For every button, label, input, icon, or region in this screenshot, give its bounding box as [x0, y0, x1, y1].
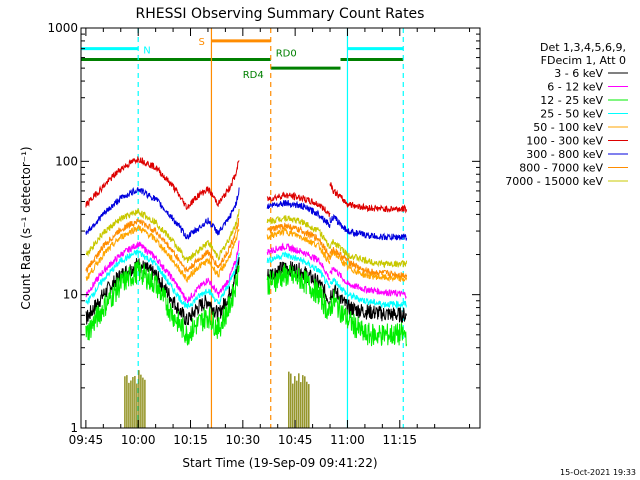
attenuator-bar — [304, 376, 306, 428]
series-1 — [85, 240, 407, 304]
legend-label: 100 - 300 keV — [526, 135, 603, 148]
data-series — [85, 156, 408, 347]
series-2 — [85, 259, 408, 347]
x-axis: 09:45 10:00 10:15 10:30 10:45 11:00 11:15 — [69, 28, 471, 447]
x-tick-label: 11:15 — [382, 433, 417, 447]
flag-label-n: N — [143, 46, 150, 57]
series-line — [329, 277, 408, 310]
series-8 — [85, 207, 408, 269]
attenuator-bar — [294, 376, 296, 428]
vertical-markers — [137, 28, 404, 428]
series-line — [329, 266, 407, 300]
series-line — [329, 284, 408, 323]
flag-label-rd0: RD0 — [276, 49, 297, 60]
legend-label: 300 - 800 keV — [526, 148, 603, 161]
attenuator-bar — [292, 383, 294, 428]
legend-label: 800 - 7000 keV — [519, 162, 603, 175]
series-line — [85, 240, 240, 304]
x-tick-label: 10:30 — [226, 433, 261, 447]
series-line — [266, 199, 331, 229]
y-tick-label: 1000 — [47, 21, 78, 35]
attenuator-bar — [124, 376, 126, 428]
x-tick-label: 10:15 — [173, 433, 208, 447]
y-axis-label: Count Rate (s⁻¹ detector⁻¹) — [19, 146, 33, 309]
legend-label: 25 - 50 keV — [540, 108, 603, 121]
series-line — [329, 182, 408, 214]
series-line — [85, 207, 240, 264]
series-line — [85, 259, 240, 346]
attenuator-bar — [308, 384, 310, 428]
flag-label-rd4: RD4 — [243, 70, 264, 81]
legend-label: 3 - 6 keV — [554, 67, 603, 80]
attenuator-bar — [296, 380, 298, 428]
attenuator-bar — [132, 377, 134, 428]
series-line — [266, 251, 331, 289]
legend-label: 6 - 12 keV — [547, 81, 603, 94]
series-line — [329, 247, 408, 279]
flag-label-s: S — [198, 37, 204, 48]
attenuator-bar — [300, 382, 302, 428]
x-axis-label: Start Time (19-Sep-09 09:41:22) — [182, 456, 377, 470]
attenuator-bar — [134, 376, 136, 428]
attenuator-bar — [138, 370, 140, 428]
series-6 — [85, 186, 408, 242]
y-tick-label: 1 — [70, 421, 78, 435]
legend: Det 1,3,4,5,6,9,FDecim 1, Att 03 - 6 keV… — [505, 41, 628, 188]
attenuator-bar — [144, 379, 146, 428]
attenuator-bar — [128, 382, 130, 428]
attenuator-bar — [140, 374, 142, 428]
series-line — [85, 224, 240, 283]
attenuator-bar — [130, 380, 132, 428]
x-tick-label: 09:45 — [69, 433, 104, 447]
series-line — [266, 242, 331, 281]
series-line — [266, 215, 331, 249]
series-line — [85, 217, 240, 274]
series-line — [266, 191, 331, 217]
attenuator-bar — [298, 373, 300, 428]
series-line — [85, 186, 240, 240]
series-4 — [85, 224, 408, 283]
series-5 — [85, 156, 408, 217]
series-line — [329, 239, 408, 269]
y-axis: 1 10 100 1000 — [47, 21, 480, 435]
attenuator-blocks — [124, 370, 310, 428]
legend-header: Det 1,3,4,5,6,9, — [540, 41, 626, 54]
attenuator-bar — [302, 375, 304, 428]
series-line — [85, 249, 240, 309]
y-tick-label: 10 — [63, 288, 78, 302]
legend-label: 7000 - 15000 keV — [505, 175, 603, 188]
attenuator-bar — [136, 383, 138, 428]
series-3 — [85, 249, 408, 310]
attenuator-bar — [288, 371, 290, 428]
x-tick-label: 10:00 — [121, 433, 156, 447]
attenuator-bar — [306, 381, 308, 428]
legend-label: 12 - 25 keV — [540, 94, 603, 107]
series-line — [266, 263, 331, 320]
series-line — [266, 227, 331, 265]
x-tick-label: 11:00 — [330, 433, 365, 447]
attenuator-bar — [142, 377, 144, 428]
attenuator-bar — [126, 375, 128, 428]
chart-title: RHESSI Observing Summary Count Rates — [136, 6, 425, 22]
flag-bars: N S RD0 RD4 — [81, 37, 404, 81]
series-line — [329, 248, 408, 283]
series-line — [85, 156, 240, 211]
x-tick-label: 10:45 — [278, 433, 313, 447]
series-7 — [85, 217, 408, 279]
plot-frame — [80, 27, 481, 429]
legend-label: 50 - 100 keV — [533, 121, 603, 134]
series-line — [266, 222, 331, 261]
series-line — [329, 213, 408, 242]
legend-header: FDecim 1, Att 0 — [541, 54, 626, 67]
y-tick-label: 100 — [55, 154, 78, 168]
timestamp: 15-Oct-2021 19:33 — [560, 468, 636, 477]
series-line — [329, 289, 408, 347]
attenuator-bar — [290, 373, 292, 428]
